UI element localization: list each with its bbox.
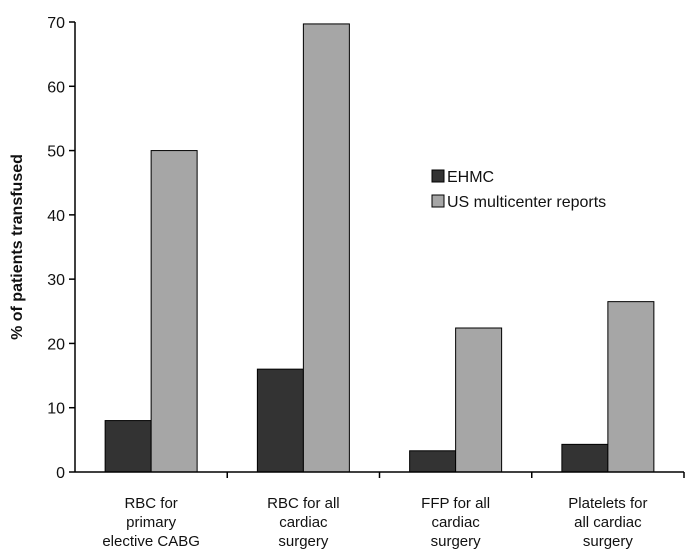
x-category-label: Platelets for all cardiac surgery	[568, 495, 647, 550]
x-category-label: RBC for primary elective CABG	[102, 495, 200, 550]
bar-ehmc	[409, 450, 457, 473]
x-category-label-line: cardiac	[279, 514, 328, 531]
legend: EHMC US multicenter reports	[431, 169, 606, 211]
x-category-label-line: surgery	[583, 533, 634, 550]
bar-us-multicenter	[607, 301, 655, 473]
y-tick-label: 0	[56, 465, 65, 482]
legend-swatch-us-multicenter	[431, 194, 445, 208]
y-axis-title: % of patients transfused	[9, 154, 26, 340]
x-category-label-line: FFP for all	[421, 495, 490, 512]
x-category-label-line: RBC for	[124, 495, 177, 512]
y-tick-label: 10	[47, 401, 65, 418]
y-tick-label: 40	[47, 208, 65, 225]
x-category-label-line: Platelets for	[568, 495, 647, 512]
x-category-label-line: RBC for all	[267, 495, 340, 512]
x-category-label-line: surgery	[278, 533, 329, 550]
bar-us-multicenter	[455, 327, 503, 473]
x-category-label-line: all cardiac	[574, 514, 642, 531]
legend-label-us-multicenter: US multicenter reports	[447, 194, 606, 211]
legend-label-ehmc: EHMC	[447, 169, 494, 186]
bar-ehmc	[561, 443, 609, 473]
bar-ehmc	[104, 420, 152, 473]
x-category-labels: RBC for primary elective CABG RBC for all ca…	[102, 472, 685, 550]
x-category-label-line: elective CABG	[102, 533, 200, 550]
x-category-label: FFP for all cardiac surgery	[421, 495, 490, 550]
x-category-label-line: surgery	[431, 533, 482, 550]
bar-ehmc	[256, 368, 304, 473]
x-category-label-line: cardiac	[431, 514, 480, 531]
x-category-label-line: primary	[126, 514, 177, 531]
bar-us-multicenter	[150, 150, 198, 473]
x-category-label: RBC for all cardiac surgery	[267, 495, 340, 550]
bars-layer	[104, 23, 655, 473]
legend-swatch-ehmc	[431, 169, 445, 183]
y-tick-label: 60	[47, 79, 65, 96]
y-ticks: 0 10 20 30 40 50 60 70	[47, 15, 75, 482]
y-tick-label: 20	[47, 336, 65, 353]
y-tick-label: 30	[47, 272, 65, 289]
y-tick-label: 50	[47, 144, 65, 161]
bar-us-multicenter	[302, 23, 350, 473]
y-tick-label: 70	[47, 15, 65, 32]
